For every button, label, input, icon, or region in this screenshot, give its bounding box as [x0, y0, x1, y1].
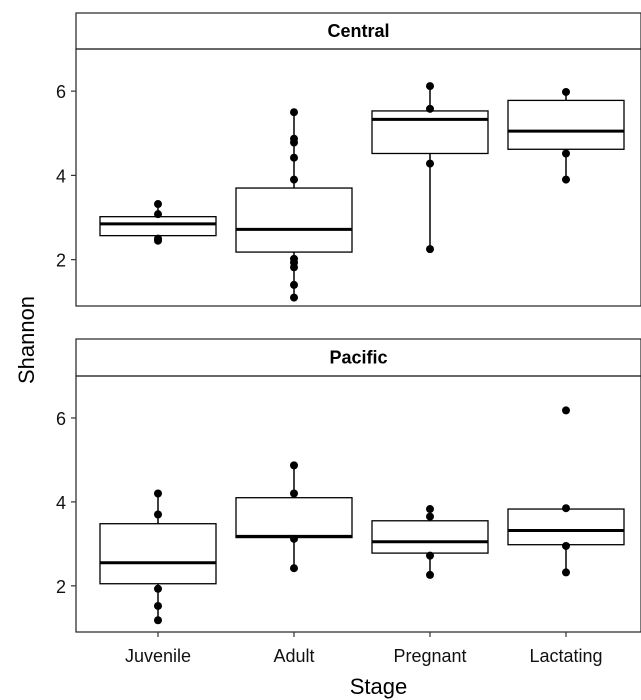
data-point	[426, 570, 434, 579]
data-point	[154, 601, 162, 610]
y-tick-label: 4	[56, 493, 66, 513]
data-point	[154, 510, 162, 519]
box-iqr	[99, 216, 217, 237]
y-axis-title: Shannon	[14, 296, 39, 384]
y-tick-label: 2	[56, 577, 66, 597]
box-iqr	[99, 523, 217, 585]
box-iqr	[371, 520, 489, 554]
box-adult	[235, 108, 353, 302]
data-point	[154, 200, 162, 209]
box-iqr	[507, 99, 625, 150]
data-point	[426, 512, 434, 521]
panel-border	[75, 375, 641, 633]
facet-panel-pacific: Pacific 2 4 6 Juvenile Adult Pregnant Lactating	[56, 338, 641, 666]
facet-panel-central: Central 2 4 6	[56, 12, 641, 307]
data-point	[154, 616, 162, 625]
y-tick-label: 2	[56, 251, 66, 271]
data-point	[154, 236, 162, 245]
data-point	[154, 489, 162, 498]
box-iqr	[371, 110, 489, 155]
x-tick-label: Lactating	[529, 646, 602, 666]
data-point	[290, 138, 298, 147]
data-point	[290, 461, 298, 470]
facet-strip-label: Central	[327, 21, 389, 41]
data-point	[154, 210, 162, 219]
box-iqr	[235, 497, 353, 539]
x-tick-label: Pregnant	[393, 646, 466, 666]
box-pregnant	[371, 505, 489, 579]
data-point	[426, 104, 434, 113]
data-point	[562, 175, 570, 184]
data-point	[154, 584, 162, 593]
data-point	[290, 534, 298, 543]
data-point	[290, 564, 298, 573]
data-point	[426, 82, 434, 91]
box-juvenile	[99, 200, 217, 245]
data-point	[562, 87, 570, 96]
y-tick-label: 4	[56, 166, 66, 186]
box-juvenile	[99, 489, 217, 625]
y-tick-label: 6	[56, 82, 66, 102]
data-point	[290, 108, 298, 117]
data-point	[562, 149, 570, 158]
data-point	[426, 551, 434, 560]
data-point	[290, 175, 298, 184]
facet-strip	[75, 338, 641, 377]
x-axis-title: Stage	[350, 674, 408, 699]
data-point	[290, 489, 298, 498]
x-tick-label: Juvenile	[125, 646, 191, 666]
box-pregnant	[371, 82, 489, 254]
data-point	[290, 280, 298, 289]
x-tick-label: Adult	[273, 646, 314, 666]
y-tick-label: 6	[56, 409, 66, 429]
data-point	[562, 541, 570, 550]
data-point	[562, 406, 570, 415]
facet-strip	[75, 12, 641, 50]
data-point	[562, 504, 570, 513]
data-point	[562, 568, 570, 577]
data-point	[426, 505, 434, 514]
data-point	[426, 245, 434, 254]
facet-strip-label: Pacific	[329, 348, 387, 368]
panel-border	[75, 48, 641, 307]
box-adult	[235, 461, 353, 573]
box-iqr	[235, 187, 353, 253]
data-point	[290, 153, 298, 162]
box-lactating	[507, 406, 625, 577]
data-point	[290, 263, 298, 272]
data-point	[290, 293, 298, 302]
data-point	[426, 159, 434, 168]
box-iqr	[507, 508, 625, 546]
box-lactating	[507, 87, 625, 184]
